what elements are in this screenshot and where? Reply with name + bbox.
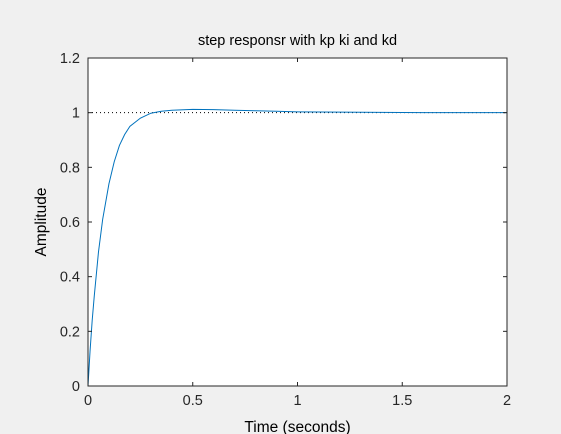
plot-area <box>88 58 507 386</box>
series-line-0 <box>87 108 507 387</box>
y-tick-label: 1.2 <box>60 51 80 67</box>
y-tick-label: 0.2 <box>60 324 80 340</box>
y-tick-label: 0.8 <box>60 160 80 176</box>
y-tick-label: 0.4 <box>60 270 80 286</box>
x-tick-label: 0.5 <box>183 393 203 409</box>
y-axis-label: Amplitude <box>33 188 50 257</box>
x-axis-ticks: 0 0.5 1 1.5 2 <box>84 58 511 409</box>
chart-title: step responsr with kp ki and kd <box>198 33 397 49</box>
y-tick-label: 0.6 <box>60 215 80 231</box>
series-layer <box>87 108 507 387</box>
y-tick-label: 1 <box>72 106 80 122</box>
y-axis-ticks: 0 0.2 0.4 0.6 0.8 1 1.2 <box>60 51 507 395</box>
x-axis-label: Time (seconds) <box>244 419 350 434</box>
x-tick-label: 1 <box>293 393 301 409</box>
x-tick-label: 0 <box>84 393 92 409</box>
x-tick-label: 2 <box>503 393 511 409</box>
x-tick-label: 1.5 <box>392 393 412 409</box>
y-tick-label: 0 <box>72 379 80 395</box>
